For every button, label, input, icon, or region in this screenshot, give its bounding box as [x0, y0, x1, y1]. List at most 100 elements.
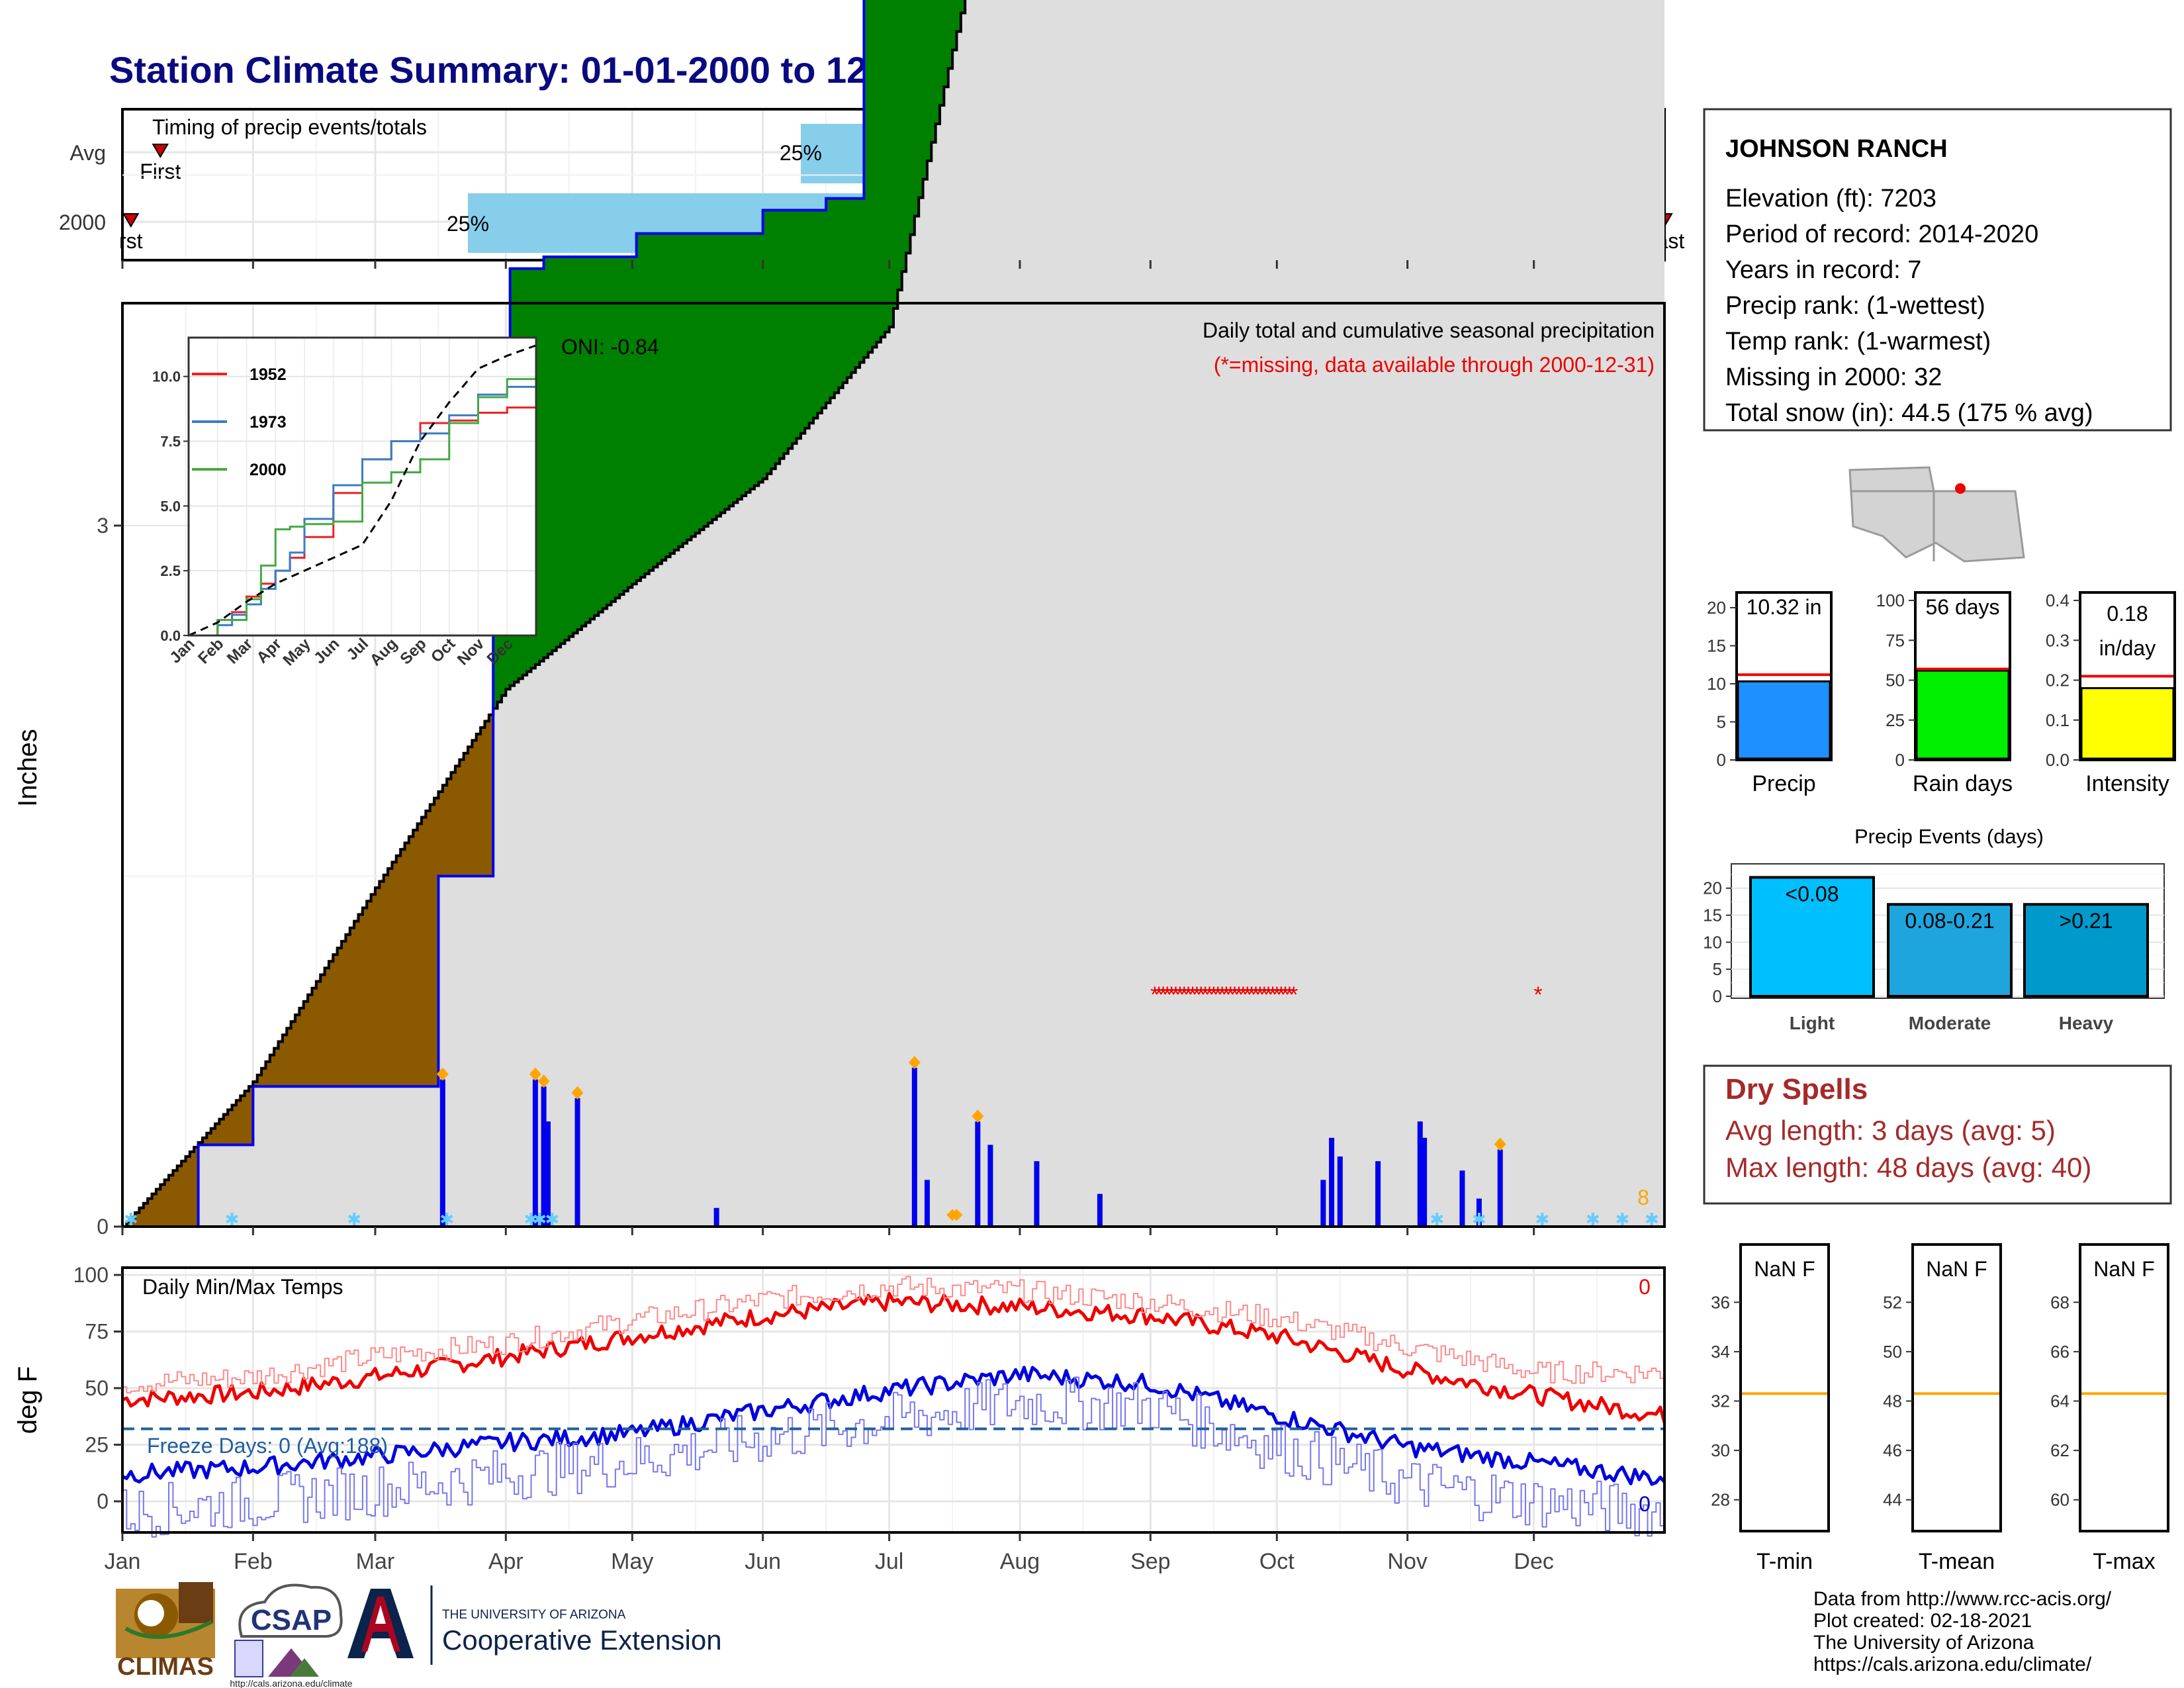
missing-marker: *	[1226, 982, 1235, 1008]
temp-panel: 0 25 50 75 100 Jan Feb Mar Apr May Jun Jul Aug Sep Oc…	[13, 260, 1666, 1574]
month-tick-label: Sep	[1130, 1549, 1171, 1574]
surplus-area	[775, 210, 780, 464]
deficit-area	[371, 894, 376, 1087]
surplus-area	[611, 257, 616, 602]
stat-value-unit: in/day	[2099, 636, 2156, 660]
timing-label: Timing of precip events/totals	[152, 115, 427, 139]
surplus-area	[750, 233, 755, 489]
surplus-area	[813, 210, 819, 418]
missing-marker: *	[1188, 982, 1197, 1008]
deficit-area	[451, 772, 456, 876]
deficit-area	[160, 1184, 165, 1227]
deficit-area	[362, 908, 367, 1087]
month-tick-label: Mar	[356, 1549, 395, 1574]
deficit-area	[463, 753, 469, 876]
missing-marker: *	[1167, 982, 1176, 1008]
surplus-area	[632, 257, 637, 585]
deficit-area	[367, 901, 372, 1087]
surplus-area	[872, 0, 878, 348]
deficit-area	[282, 1035, 287, 1087]
missing-marker: *	[1184, 982, 1193, 1008]
missing-marker: *	[1159, 982, 1167, 1008]
heavy-event-marker	[529, 1067, 541, 1081]
temp-box-ytick-label: 60	[2050, 1490, 2070, 1510]
csap-text: CSAP	[251, 1604, 332, 1636]
surplus-area	[569, 257, 574, 637]
events-category-label: Heavy	[2059, 1013, 2114, 1033]
surplus-area	[754, 233, 759, 486]
deficit-area	[358, 914, 363, 1087]
surplus-area	[636, 233, 641, 581]
deficit-area	[210, 1128, 216, 1145]
surplus-area	[826, 198, 831, 403]
surplus-area	[876, 0, 882, 342]
surplus-area	[565, 257, 570, 640]
deficit-area	[408, 836, 414, 1087]
deficit-area	[472, 740, 477, 876]
stat-ytick-label: 0.3	[2046, 630, 2070, 650]
timing-first-label: First	[140, 160, 181, 183]
surplus-area	[805, 210, 810, 428]
station-info-box: JOHNSON RANCH Elevation (ft): 7203 Perio…	[1703, 108, 2172, 432]
daily-precip-bar	[911, 1067, 917, 1227]
surplus-area	[682, 233, 688, 543]
deficit-area	[253, 1082, 258, 1087]
surplus-area	[666, 233, 671, 557]
avg-cumulative-area	[122, 0, 1664, 1227]
daily-precip-bar	[1034, 1161, 1040, 1227]
snow-marker: ✱	[524, 1209, 539, 1229]
stat-ytick-label: 0.1	[2046, 710, 2070, 730]
surplus-area	[619, 257, 625, 595]
deficit-area	[349, 927, 355, 1087]
missing-marker: *	[1273, 982, 1281, 1008]
missing-marker: *	[1230, 982, 1239, 1008]
deficit-area	[447, 778, 452, 876]
snow-marker: ✱	[1615, 1209, 1629, 1229]
stat-value-text: 0.18	[2107, 602, 2148, 626]
stat-label: Intensity	[2085, 771, 2169, 796]
ua-small-text: THE UNIVERSITY OF ARIZONA	[442, 1608, 626, 1622]
timing-row-avg-label: Avg	[69, 141, 106, 165]
stat-bar	[2080, 687, 2175, 760]
temp-box-ytick-label: 52	[1883, 1292, 1902, 1312]
deficit-area	[333, 955, 338, 1087]
deficit-area	[228, 1109, 233, 1145]
temp-box-ytick-label: 50	[1883, 1342, 1902, 1362]
inset-legend-label: 2000	[250, 461, 287, 479]
heavy-event-marker	[571, 1086, 584, 1100]
max-temp-line	[122, 1291, 1666, 1423]
deficit-area	[320, 974, 326, 1087]
surplus-area	[960, 0, 966, 13]
daily-precip-bar	[1329, 1137, 1335, 1227]
missing-marker: *	[1251, 982, 1260, 1008]
deficit-area	[404, 843, 410, 1087]
daily-precip-bar	[1476, 1198, 1482, 1227]
snow-marker: ✱	[1430, 1209, 1444, 1229]
surplus-area	[780, 210, 785, 459]
missing-marker: *	[1197, 982, 1205, 1008]
surplus-area	[940, 0, 944, 106]
deficit-area	[316, 981, 321, 1087]
stat-value-text: 10.32 in	[1747, 595, 1822, 619]
surplus-area	[923, 0, 928, 179]
timing-row-2000-label: 2000	[59, 211, 106, 234]
deficit-area	[354, 921, 359, 1087]
deficit-area	[488, 714, 494, 876]
temp-boxes: NaN F 28 30 32 34 36 T-min NaN F 44 46 48 50 52 T-mea…	[1711, 1243, 2169, 1574]
station-line: Elevation (ft): 7203	[1725, 185, 1936, 212]
month-tick-label: Nov	[1387, 1549, 1427, 1574]
surplus-area	[931, 0, 936, 142]
deficit-area	[388, 868, 393, 1087]
surplus-area	[868, 0, 873, 353]
deficit-area	[341, 941, 347, 1087]
deficit-area	[139, 1207, 144, 1227]
surplus-area	[914, 0, 919, 216]
daily-precip-bar	[545, 1121, 551, 1227]
surplus-area	[674, 233, 679, 551]
temp-box-value: NaN F	[2093, 1257, 2154, 1281]
surplus-area	[543, 257, 549, 658]
deficit-area	[269, 1055, 275, 1087]
station-name: JOHNSON RANCH	[1725, 135, 1948, 163]
